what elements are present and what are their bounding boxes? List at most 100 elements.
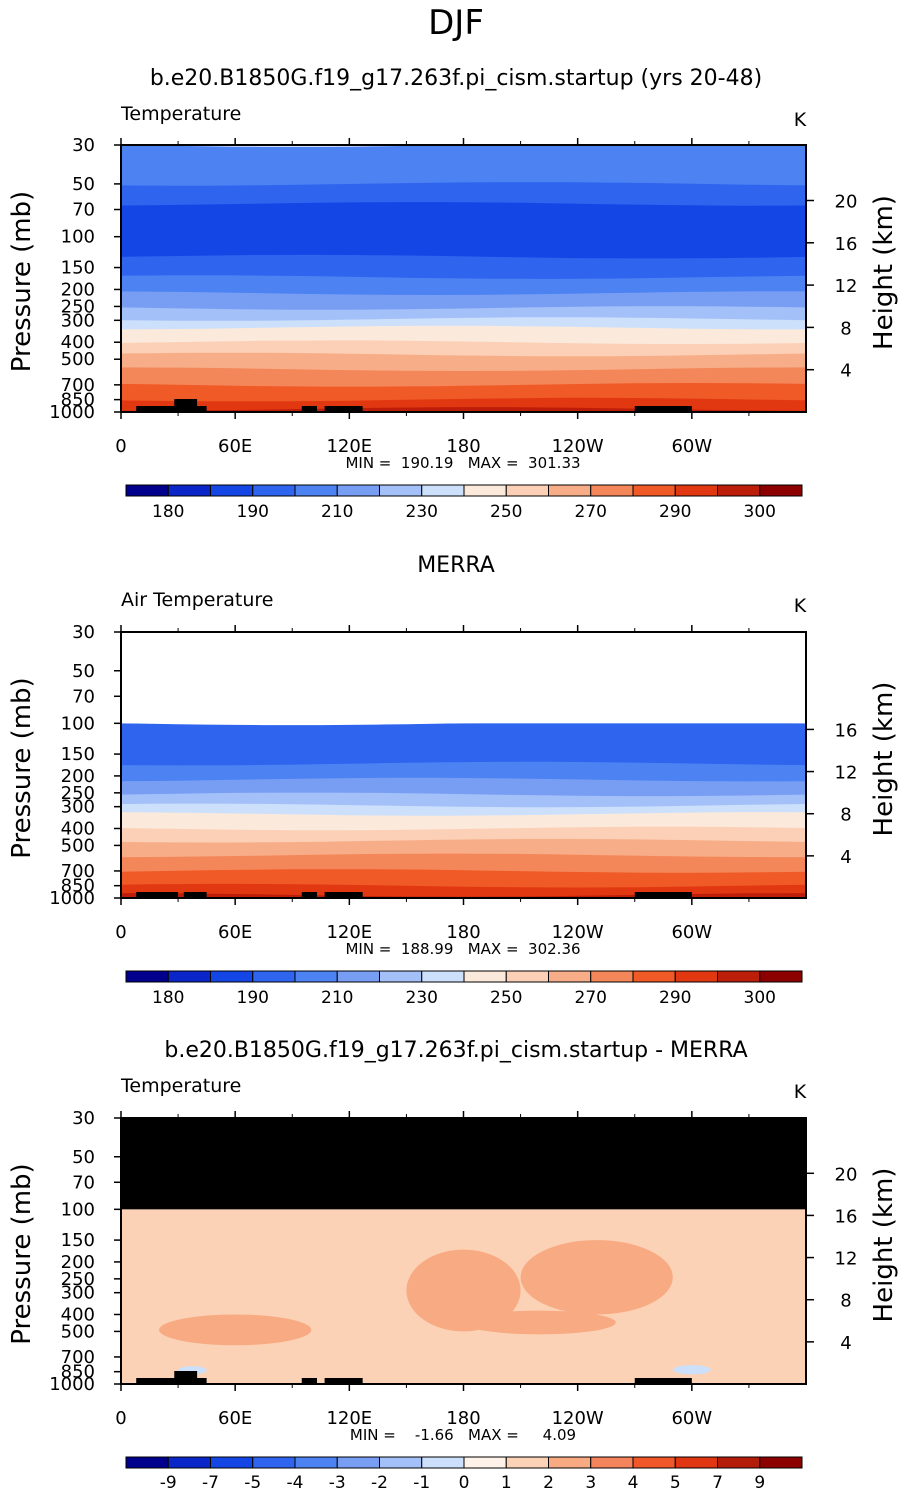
topography bbox=[136, 1378, 179, 1384]
colorbar-box bbox=[505, 484, 549, 497]
y-tick-label: 700 bbox=[61, 1347, 95, 1368]
colorbar-label: -1 bbox=[413, 1473, 430, 1493]
x-tick-label: 120W bbox=[552, 1408, 604, 1429]
y-tick-label: 50 bbox=[72, 1147, 95, 1168]
y-right-tick-label: 20 bbox=[835, 191, 858, 212]
contour-band bbox=[121, 826, 806, 844]
y-right-tick-label: 16 bbox=[835, 1206, 858, 1227]
colorbar-label: 2 bbox=[543, 1473, 554, 1493]
topography bbox=[136, 406, 179, 412]
colorbar-label: 250 bbox=[490, 502, 522, 522]
y-tick-label: 50 bbox=[72, 174, 95, 195]
x-tick-label: 120E bbox=[326, 1408, 372, 1429]
contour-band bbox=[121, 383, 806, 403]
colorbar-box bbox=[759, 1456, 803, 1469]
units-label: K bbox=[794, 1081, 807, 1103]
panel-title: b.e20.B1850G.f19_g17.263f.pi_cism.startu… bbox=[164, 1038, 747, 1063]
min-max-label: MIN = 188.99 MAX = 302.36 bbox=[345, 940, 580, 958]
colorbar-label: -5 bbox=[244, 1473, 261, 1493]
colorbar-label: -2 bbox=[371, 1473, 388, 1493]
y-tick-label: 250 bbox=[61, 783, 95, 804]
colorbar-box bbox=[125, 1456, 169, 1469]
topography bbox=[174, 399, 198, 412]
y-right-tick-label: 4 bbox=[840, 847, 851, 868]
colorbar-box bbox=[294, 484, 338, 497]
panel-title: b.e20.B1850G.f19_g17.263f.pi_cism.startu… bbox=[150, 66, 762, 91]
colorbar-box bbox=[548, 970, 592, 983]
colorbar-label: 210 bbox=[321, 988, 353, 1008]
contour-band bbox=[121, 367, 806, 388]
warm-anomaly bbox=[463, 1310, 616, 1335]
units-label: K bbox=[794, 595, 807, 617]
y-tick-label: 400 bbox=[61, 332, 95, 353]
topography bbox=[634, 406, 692, 412]
colorbar-label: 270 bbox=[575, 988, 607, 1008]
contour-band bbox=[121, 202, 806, 260]
colorbar-box bbox=[632, 970, 676, 983]
y-tick-label: 100 bbox=[61, 1199, 95, 1220]
y-right-tick-label: 12 bbox=[835, 276, 858, 297]
x-tick-label: 120E bbox=[326, 922, 372, 943]
colorbar-box bbox=[717, 970, 761, 983]
x-tick-label: 180 bbox=[446, 922, 480, 943]
topography bbox=[634, 1378, 692, 1384]
colorbar-label: 250 bbox=[490, 988, 522, 1008]
colorbar-box bbox=[294, 1456, 338, 1469]
y-tick-label: 850 bbox=[61, 1362, 95, 1383]
contour-band bbox=[121, 145, 806, 187]
colorbar-label: -4 bbox=[287, 1473, 304, 1493]
colorbar-label: -7 bbox=[202, 1473, 219, 1493]
colorbar-label: 230 bbox=[406, 502, 438, 522]
colorbar-box bbox=[717, 1456, 761, 1469]
y-tick-label: 500 bbox=[61, 1321, 95, 1342]
y-tick-label: 400 bbox=[61, 1304, 95, 1325]
variable-label: Air Temperature bbox=[121, 589, 273, 611]
warm-anomaly bbox=[406, 1249, 521, 1332]
contour-band bbox=[121, 254, 806, 280]
x-tick-label: 60E bbox=[218, 436, 252, 457]
y-tick-label: 250 bbox=[61, 296, 95, 317]
variable-label: Temperature bbox=[120, 1075, 241, 1097]
y-tick-label: 30 bbox=[72, 622, 95, 643]
topography bbox=[301, 406, 317, 412]
y-tick-label: 150 bbox=[61, 1230, 95, 1251]
colorbar-box bbox=[125, 484, 169, 497]
contour-band bbox=[121, 275, 806, 296]
variable-label: Temperature bbox=[120, 103, 241, 125]
colorbar-label: 290 bbox=[659, 988, 691, 1008]
colorbar-box bbox=[167, 484, 211, 497]
x-tick-label: 180 bbox=[446, 1408, 480, 1429]
colorbar-box bbox=[336, 484, 380, 497]
colorbar-box bbox=[379, 484, 423, 497]
contour-band bbox=[121, 291, 806, 311]
colorbar-box bbox=[167, 970, 211, 983]
colorbar-box bbox=[125, 970, 169, 983]
contour-band bbox=[121, 325, 806, 345]
x-tick-label: 120E bbox=[326, 436, 372, 457]
warm-anomaly bbox=[159, 1314, 312, 1346]
panel-3: b.e20.B1850G.f19_g17.263f.pi_cism.startu… bbox=[7, 1038, 899, 1493]
colorbar-box bbox=[167, 1456, 211, 1469]
x-tick-label: 60W bbox=[671, 436, 712, 457]
colorbar-label: 180 bbox=[152, 502, 184, 522]
contour-band bbox=[121, 812, 806, 832]
y-tick-label: 70 bbox=[72, 200, 95, 221]
colorbar-box bbox=[336, 970, 380, 983]
colorbar-box bbox=[590, 484, 634, 497]
colorbar-box bbox=[294, 970, 338, 983]
colorbar-box bbox=[463, 484, 507, 497]
y-axis-label: Pressure (mb) bbox=[7, 677, 37, 858]
colorbar-box bbox=[632, 484, 676, 497]
y-tick-label: 700 bbox=[61, 861, 95, 882]
colorbar-box bbox=[463, 970, 507, 983]
contour-band bbox=[121, 777, 806, 798]
contour-band bbox=[121, 838, 806, 859]
x-tick-label: 60E bbox=[218, 922, 252, 943]
y-right-tick-label: 8 bbox=[840, 1291, 851, 1312]
colorbar-box bbox=[252, 970, 296, 983]
colorbar-box bbox=[463, 1456, 507, 1469]
y-tick-label: 850 bbox=[61, 876, 95, 897]
colorbar-box bbox=[505, 1456, 549, 1469]
panel-2: MERRA Air Temperature K 0 60E 120E 180 120W 60W 3… bbox=[7, 553, 899, 1008]
y-right-tick-label: 16 bbox=[835, 720, 858, 741]
